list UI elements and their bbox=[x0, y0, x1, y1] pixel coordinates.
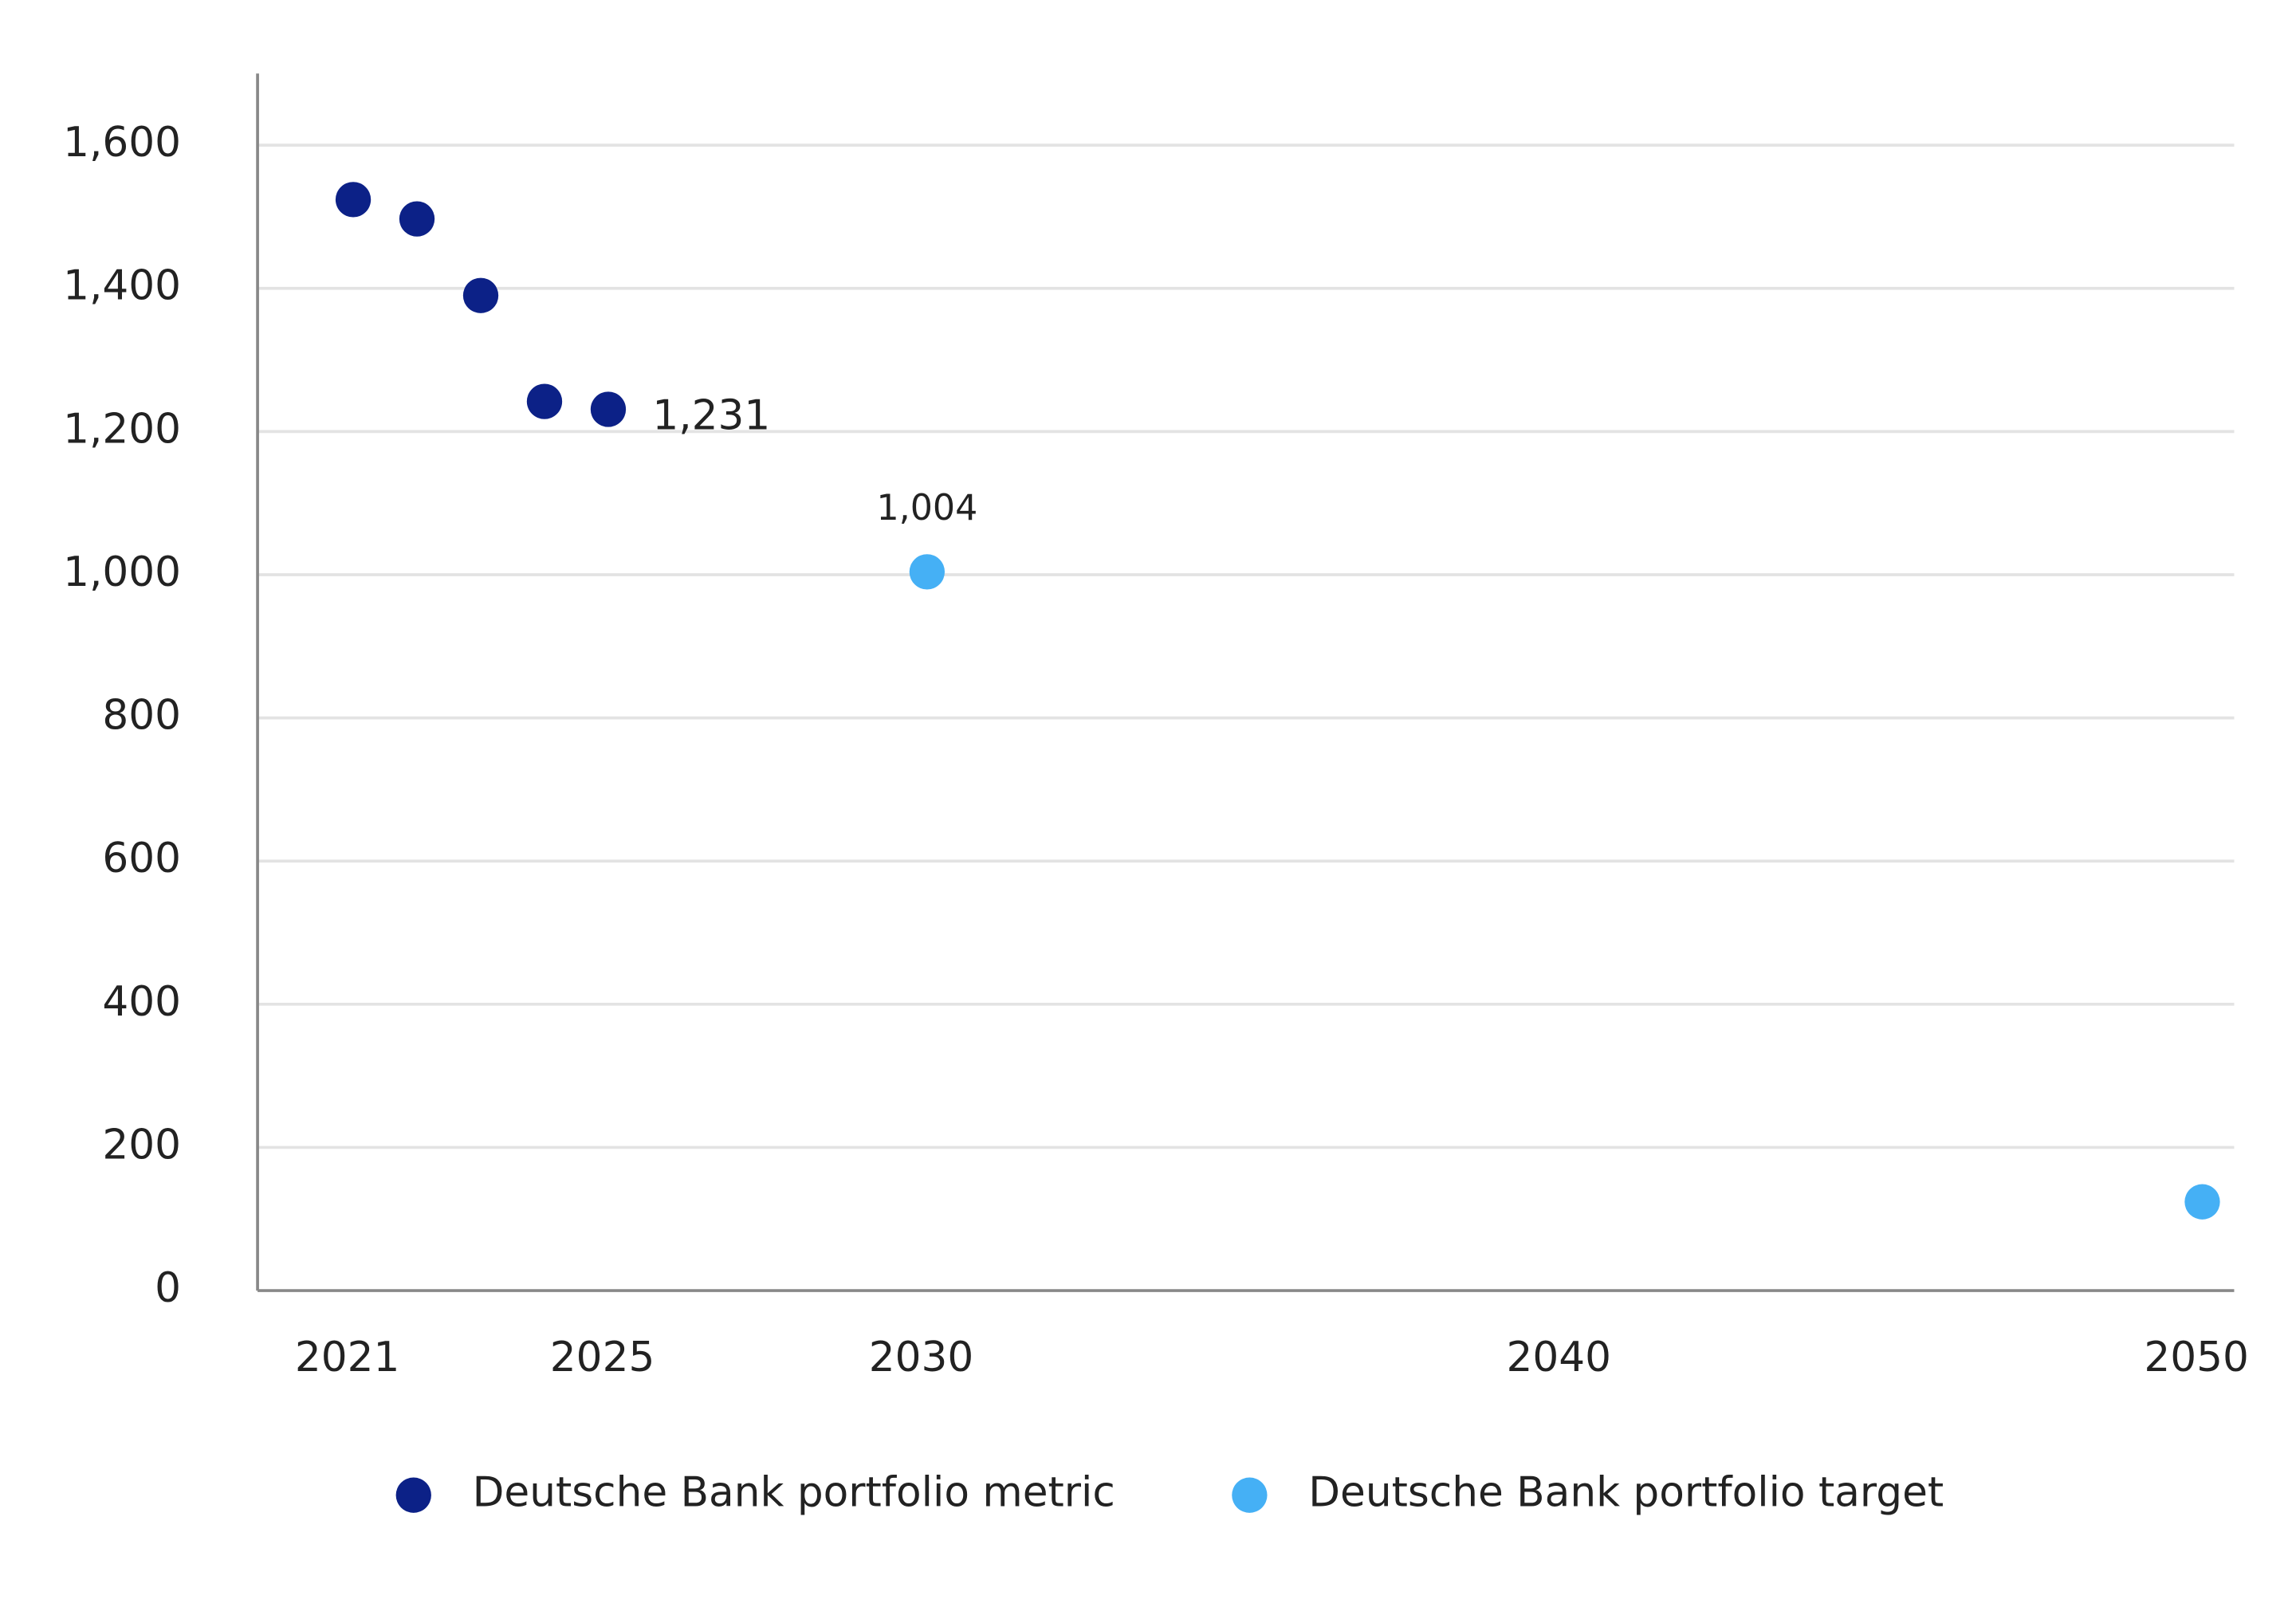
y-tick-label: 1,400 bbox=[63, 262, 181, 310]
data-point bbox=[590, 391, 627, 427]
x-tick-label: 2025 bbox=[550, 1334, 655, 1381]
legend-label: Deutsche Bank portfolio metric bbox=[473, 1469, 1115, 1517]
data-point bbox=[335, 182, 372, 218]
x-tick-label: 2021 bbox=[295, 1334, 400, 1381]
data-point bbox=[526, 383, 563, 419]
y-tick-label: 1,600 bbox=[63, 119, 181, 167]
legend-marker bbox=[395, 1477, 431, 1513]
y-tick-label: 800 bbox=[102, 692, 181, 740]
y-tick-label: 600 bbox=[102, 835, 181, 882]
y-tick-label: 1,000 bbox=[63, 548, 181, 596]
x-tick-label: 2040 bbox=[1507, 1334, 1612, 1381]
x-tick-label: 2050 bbox=[2144, 1334, 2249, 1381]
y-tick-label: 0 bbox=[155, 1264, 181, 1312]
y-tick-label: 400 bbox=[102, 978, 181, 1026]
data-point bbox=[2184, 1184, 2220, 1220]
data-label: 1,004 bbox=[876, 488, 977, 528]
data-label: 1,231 bbox=[652, 392, 770, 440]
y-tick-label: 1,200 bbox=[63, 405, 181, 453]
legend-label: Deutsche Bank portfolio target bbox=[1308, 1469, 1944, 1517]
data-point bbox=[909, 554, 946, 590]
y-tick-label: 200 bbox=[102, 1121, 181, 1169]
data-point bbox=[462, 277, 499, 313]
legend-marker bbox=[1232, 1477, 1268, 1513]
data-point bbox=[399, 201, 435, 237]
x-tick-label: 2030 bbox=[869, 1334, 974, 1381]
